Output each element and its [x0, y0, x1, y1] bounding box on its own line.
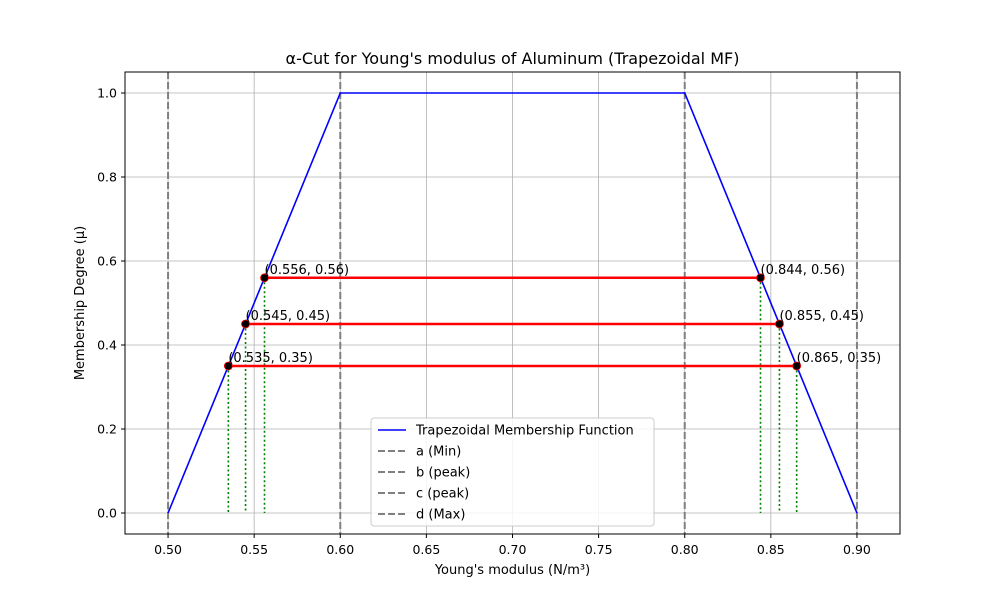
alpha-cut-point-label: (0.855, 0.45) — [779, 309, 864, 324]
alpha-cut-point-label: (0.865, 0.35) — [797, 351, 882, 366]
y-tick-label: 0.0 — [97, 506, 117, 521]
tick-layer: 0.50 0.55 0.60 0.65 0.70 0.75 0.80 0.85 0.90 0.0 0… — [97, 86, 871, 558]
alpha-cut-point — [792, 361, 802, 371]
y-tick-label: 0.6 — [97, 254, 117, 269]
y-tick-label: 0.2 — [97, 422, 117, 437]
y-tick-label: 0.8 — [97, 170, 117, 185]
legend-label: d (Max) — [416, 508, 465, 523]
membership-function-line — [167, 92, 858, 514]
alpha-cut-point — [260, 273, 269, 283]
x-tick-label: 0.75 — [585, 542, 613, 557]
legend-label: a (Min) — [416, 445, 461, 460]
alpha-cut-point — [756, 273, 765, 283]
alpha-cut-point-label: (0.844, 0.56) — [761, 263, 846, 278]
y-axis-label: Membership Degree (μ) — [73, 226, 88, 380]
alpha-cut-point — [241, 319, 250, 329]
point-labels: (0.556, 0.56) (0.844, 0.56) (0.545, 0.45) (… — [228, 263, 881, 366]
legend-box — [370, 417, 655, 527]
x-tick-label: 0.80 — [671, 542, 699, 557]
legend-label: Trapezoidal Membership Function — [415, 424, 634, 439]
x-tick-label: 0.55 — [240, 542, 268, 557]
x-tick-label: 0.90 — [843, 542, 871, 557]
drop-lines — [227, 277, 798, 513]
y-tick-label: 0.4 — [97, 338, 117, 353]
alpha-cut-points — [223, 273, 802, 371]
reference-lines — [167, 72, 858, 534]
legend-label: c (peak) — [416, 487, 469, 502]
x-tick-label: 0.60 — [326, 542, 354, 557]
x-tick-label: 0.50 — [154, 542, 182, 557]
series-layer — [167, 92, 858, 514]
x-tick-label: 0.65 — [412, 542, 440, 557]
alpha-cut-lines — [228, 276, 797, 368]
alpha-cut-point — [775, 319, 784, 329]
alpha-cut-point-label: (0.535, 0.35) — [228, 351, 313, 366]
chart-title: α-Cut for Young's modulus of Aluminum (T… — [286, 49, 740, 68]
x-axis-label: Young's modulus (N/m³) — [434, 563, 590, 578]
alpha-cut-point — [223, 361, 233, 371]
y-tick-label: 1.0 — [97, 86, 117, 101]
alpha-cut-point-label: (0.556, 0.56) — [265, 263, 350, 278]
legend-label: b (peak) — [416, 466, 470, 481]
x-tick-label: 0.70 — [499, 542, 527, 557]
x-tick-label: 0.85 — [757, 542, 785, 557]
alpha-cut-point-label: (0.545, 0.45) — [246, 309, 331, 324]
legend: Trapezoidal Membership Function a (Min) b … — [370, 417, 655, 527]
